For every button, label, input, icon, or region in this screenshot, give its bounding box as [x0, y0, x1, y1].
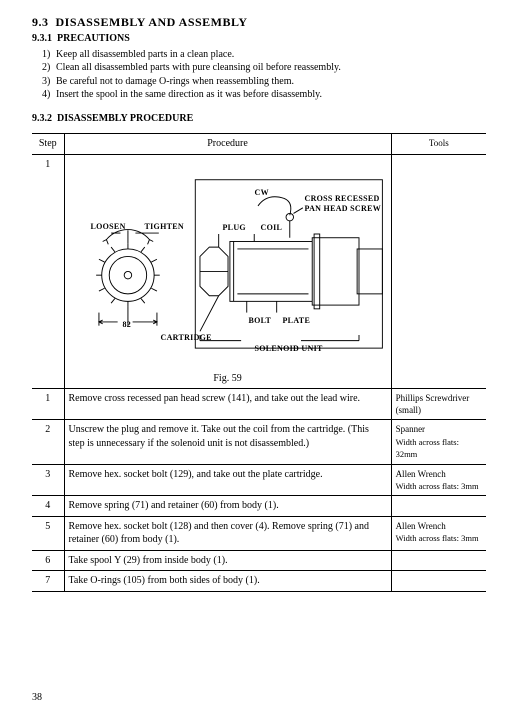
step-cell: 5 — [32, 516, 64, 550]
item-number: 2) — [42, 61, 56, 75]
tools-cell — [391, 154, 486, 389]
step-cell: 2 — [32, 420, 64, 464]
figure-cell: LOOSEN TIGHTEN PLUG COIL CROSS RECESSED … — [64, 154, 391, 389]
label-cartridge: CARTRIDGE — [161, 333, 212, 344]
tools-cell: SpannerWidth across flats: 32mm — [391, 420, 486, 464]
figure-caption: Fig. 59 — [69, 372, 387, 386]
section-title: DISASSEMBLY AND ASSEMBLY — [56, 15, 248, 29]
precautions-number: 9.3.1 — [32, 33, 52, 44]
label-loosen: LOOSEN — [91, 222, 126, 233]
list-item: 4)Insert the spool in the same direction… — [42, 88, 486, 102]
label-solenoid: SOLENOID UNIT — [255, 344, 323, 355]
item-text: Keep all disassembled parts in a clean p… — [56, 48, 234, 62]
header-step: Step — [32, 134, 64, 155]
procedure-number: 9.3.2 — [32, 113, 52, 124]
procedure-cell: Remove hex. socket bolt (128) and then c… — [64, 516, 391, 550]
tools-detail: Width across flats: 3mm — [396, 533, 479, 543]
step-cell: 1 — [32, 154, 64, 389]
procedure-heading: 9.3.2 DISASSEMBLY PROCEDURE — [32, 112, 486, 126]
section-number: 9.3 — [32, 15, 49, 29]
precautions-heading: 9.3.1 PRECAUTIONS — [32, 32, 486, 46]
procedure-cell: Remove spring (71) and retainer (60) fro… — [64, 496, 391, 517]
diagram-svg — [69, 158, 387, 368]
header-tools: Tools — [391, 134, 486, 155]
item-number: 3) — [42, 75, 56, 89]
label-plug: PLUG — [223, 223, 246, 234]
step-cell: 6 — [32, 550, 64, 571]
label-coil: COIL — [261, 223, 283, 234]
label-cw: CW — [255, 188, 269, 199]
header-procedure: Procedure — [64, 134, 391, 155]
table-header-row: Step Procedure Tools — [32, 134, 486, 155]
table-row: 7 Take O-rings (105) from both sides of … — [32, 571, 486, 592]
step-cell: 7 — [32, 571, 64, 592]
step-cell: 3 — [32, 464, 64, 496]
table-row: 5 Remove hex. socket bolt (128) and then… — [32, 516, 486, 550]
label-tighten: TIGHTEN — [145, 222, 184, 233]
procedure-cell: Take O-rings (105) from both sides of bo… — [64, 571, 391, 592]
tools-detail: Width across flats: 32mm — [396, 437, 459, 459]
table-row: 6 Take spool Y (29) from inside body (1)… — [32, 550, 486, 571]
procedure-cell: Remove cross recessed pan head screw (14… — [64, 389, 391, 420]
label-plate: PLATE — [283, 316, 311, 327]
section-heading: 9.3 DISASSEMBLY AND ASSEMBLY — [32, 14, 486, 30]
precautions-title: PRECAUTIONS — [57, 33, 130, 44]
table-row: 4 Remove spring (71) and retainer (60) f… — [32, 496, 486, 517]
tools-cell: Phillips Screwdriver (small) — [391, 389, 486, 420]
tools-text: Phillips Screwdriver (small) — [396, 393, 470, 415]
tools-cell: Allen WrenchWidth across flats: 3mm — [391, 516, 486, 550]
item-text: Be careful not to damage O-rings when re… — [56, 75, 294, 89]
item-text: Clean all disassembled parts with pure c… — [56, 61, 341, 75]
step-cell: 1 — [32, 389, 64, 420]
procedure-cell: Unscrew the plug and remove it. Take out… — [64, 420, 391, 464]
item-number: 4) — [42, 88, 56, 102]
step-cell: 4 — [32, 496, 64, 517]
tools-cell: Allen WrenchWidth across flats: 3mm — [391, 464, 486, 496]
diagram: LOOSEN TIGHTEN PLUG COIL CROSS RECESSED … — [69, 158, 387, 368]
table-row: 1 Remove cross recessed pan head screw (… — [32, 389, 486, 420]
procedure-table: Step Procedure Tools 1 LOOSEN TIGHTEN PL… — [32, 133, 486, 591]
table-row: 3 Remove hex. socket bolt (129), and tak… — [32, 464, 486, 496]
table-row: 1 LOOSEN TIGHTEN PLUG COIL CROSS RECESSE… — [32, 154, 486, 389]
procedure-title: DISASSEMBLY PROCEDURE — [57, 113, 193, 124]
tools-detail: Width across flats: 3mm — [396, 481, 479, 491]
label-screw: CROSS RECESSED PAN HEAD SCREW — [305, 194, 395, 216]
list-item: 2)Clean all disassembled parts with pure… — [42, 61, 486, 75]
item-text: Insert the spool in the same direction a… — [56, 88, 322, 102]
item-number: 1) — [42, 48, 56, 62]
procedure-cell: Take spool Y (29) from inside body (1). — [64, 550, 391, 571]
label-dimension: 82 — [123, 320, 132, 331]
list-item: 1)Keep all disassembled parts in a clean… — [42, 48, 486, 62]
list-item: 3)Be careful not to damage O-rings when … — [42, 75, 486, 89]
page: 9.3 DISASSEMBLY AND ASSEMBLY 9.3.1 PRECA… — [0, 0, 510, 714]
label-bolt: BOLT — [249, 316, 272, 327]
precautions-list: 1)Keep all disassembled parts in a clean… — [42, 48, 486, 102]
table-row: 2 Unscrew the plug and remove it. Take o… — [32, 420, 486, 464]
page-number: 38 — [32, 691, 42, 705]
tools-cell — [391, 550, 486, 571]
tools-cell — [391, 571, 486, 592]
procedure-cell: Remove hex. socket bolt (129), and take … — [64, 464, 391, 496]
tools-cell — [391, 496, 486, 517]
